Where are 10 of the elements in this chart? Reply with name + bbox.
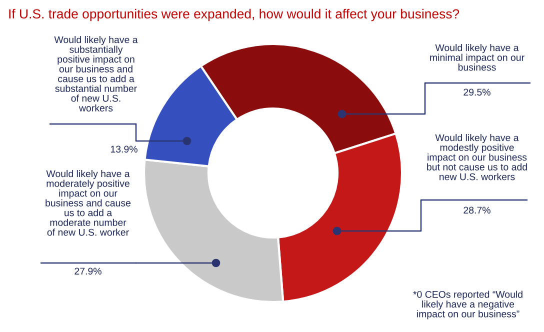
text: *0 CEOs reported “Would likely have a negative impact on our business” [413,290,522,320]
slice-label: Would likely have a modestly positive impact on our business but not cause us to add new U.S. workers [427,134,527,180]
data-label: 29.5% [464,88,490,96]
chart-title: If U.S. trade opportunities were expanded, how would it affect your business? [9,8,460,22]
slice-label: Would likely have a moderately positive impact on our business and cause us to add a moderate number of new U.S. worker [46,170,131,236]
data-label: 27.9% [74,268,102,275]
slice-label: Would likely have a minimal impact on our business [430,44,524,71]
data-label: 28.7% [464,206,490,214]
slice-label: Would likely have a substantially positive impact on our business and cause us to add a substantial number of new U.S. workers [54,36,138,112]
data-label: 13.9% [110,146,138,153]
